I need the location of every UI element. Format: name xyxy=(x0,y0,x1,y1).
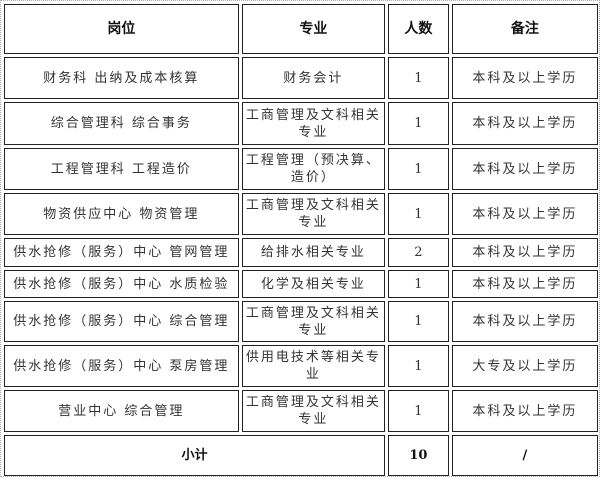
header-major: 专业 xyxy=(241,4,386,54)
count-cell: 1 xyxy=(388,57,449,99)
table-row: 供水抢修（服务）中心 水质检验 化学及相关专业 1 本科及以上学历 xyxy=(4,270,598,298)
position-cell: 财务科 出纳及成本核算 xyxy=(4,57,239,99)
position-cell: 物资供应中心 物资管理 xyxy=(4,193,239,235)
count-cell: 1 xyxy=(388,390,449,432)
header-note: 备注 xyxy=(451,4,598,54)
table-row: 供水抢修（服务）中心 管网管理 给排水相关专业 2 本科及以上学历 xyxy=(4,238,598,267)
note-cell: 本科及以上学历 xyxy=(451,238,598,267)
total-label: 小计 xyxy=(4,435,386,476)
header-count: 人数 xyxy=(388,4,449,54)
count-cell: 1 xyxy=(388,345,449,387)
position-cell: 供水抢修（服务）中心 综合管理 xyxy=(4,301,239,342)
position-cell: 供水抢修（服务）中心 水质检验 xyxy=(4,270,239,298)
total-count: 10 xyxy=(388,435,449,476)
table-row: 财务科 出纳及成本核算 财务会计 1 本科及以上学历 xyxy=(4,57,598,99)
note-cell: 本科及以上学历 xyxy=(451,390,598,432)
major-cell: 供用电技术等相关专业 xyxy=(241,345,386,387)
position-cell: 工程管理科 工程造价 xyxy=(4,148,239,190)
major-cell: 工商管理及文科相关专业 xyxy=(241,102,386,145)
position-cell: 供水抢修（服务）中心 泵房管理 xyxy=(4,345,239,387)
major-cell: 工程管理（预决算、造价） xyxy=(241,148,386,190)
header-row: 岗位 专业 人数 备注 xyxy=(4,4,598,54)
table-row: 综合管理科 综合事务 工商管理及文科相关专业 1 本科及以上学历 xyxy=(4,102,598,145)
position-cell: 综合管理科 综合事务 xyxy=(4,102,239,145)
count-cell: 1 xyxy=(388,270,449,298)
note-cell: 本科及以上学历 xyxy=(451,148,598,190)
table-row: 工程管理科 工程造价 工程管理（预决算、造价） 1 本科及以上学历 xyxy=(4,148,598,190)
table-row: 供水抢修（服务）中心 泵房管理 供用电技术等相关专业 1 大专及以上学历 xyxy=(4,345,598,387)
table-row: 物资供应中心 物资管理 工商管理及文科相关专业 1 本科及以上学历 xyxy=(4,193,598,235)
major-cell: 工商管理及文科相关专业 xyxy=(241,301,386,342)
major-cell: 财务会计 xyxy=(241,57,386,99)
major-cell: 给排水相关专业 xyxy=(241,238,386,267)
note-cell: 大专及以上学历 xyxy=(451,345,598,387)
note-cell: 本科及以上学历 xyxy=(451,270,598,298)
count-cell: 2 xyxy=(388,238,449,267)
position-cell: 营业中心 综合管理 xyxy=(4,390,239,432)
table-row: 供水抢修（服务）中心 综合管理 工商管理及文科相关专业 1 本科及以上学历 xyxy=(4,301,598,342)
count-cell: 1 xyxy=(388,148,449,190)
total-row: 小计 10 / xyxy=(4,435,598,476)
position-cell: 供水抢修（服务）中心 管网管理 xyxy=(4,238,239,267)
total-note: / xyxy=(451,435,598,476)
note-cell: 本科及以上学历 xyxy=(451,193,598,235)
count-cell: 1 xyxy=(388,301,449,342)
note-cell: 本科及以上学历 xyxy=(451,102,598,145)
count-cell: 1 xyxy=(388,102,449,145)
major-cell: 工商管理及文科相关专业 xyxy=(241,193,386,235)
count-cell: 1 xyxy=(388,193,449,235)
table-row: 营业中心 综合管理 工商管理及文科相关专业 1 本科及以上学历 xyxy=(4,390,598,432)
major-cell: 化学及相关专业 xyxy=(241,270,386,298)
major-cell: 工商管理及文科相关专业 xyxy=(241,390,386,432)
header-position: 岗位 xyxy=(4,4,239,54)
note-cell: 本科及以上学历 xyxy=(451,301,598,342)
note-cell: 本科及以上学历 xyxy=(451,57,598,99)
